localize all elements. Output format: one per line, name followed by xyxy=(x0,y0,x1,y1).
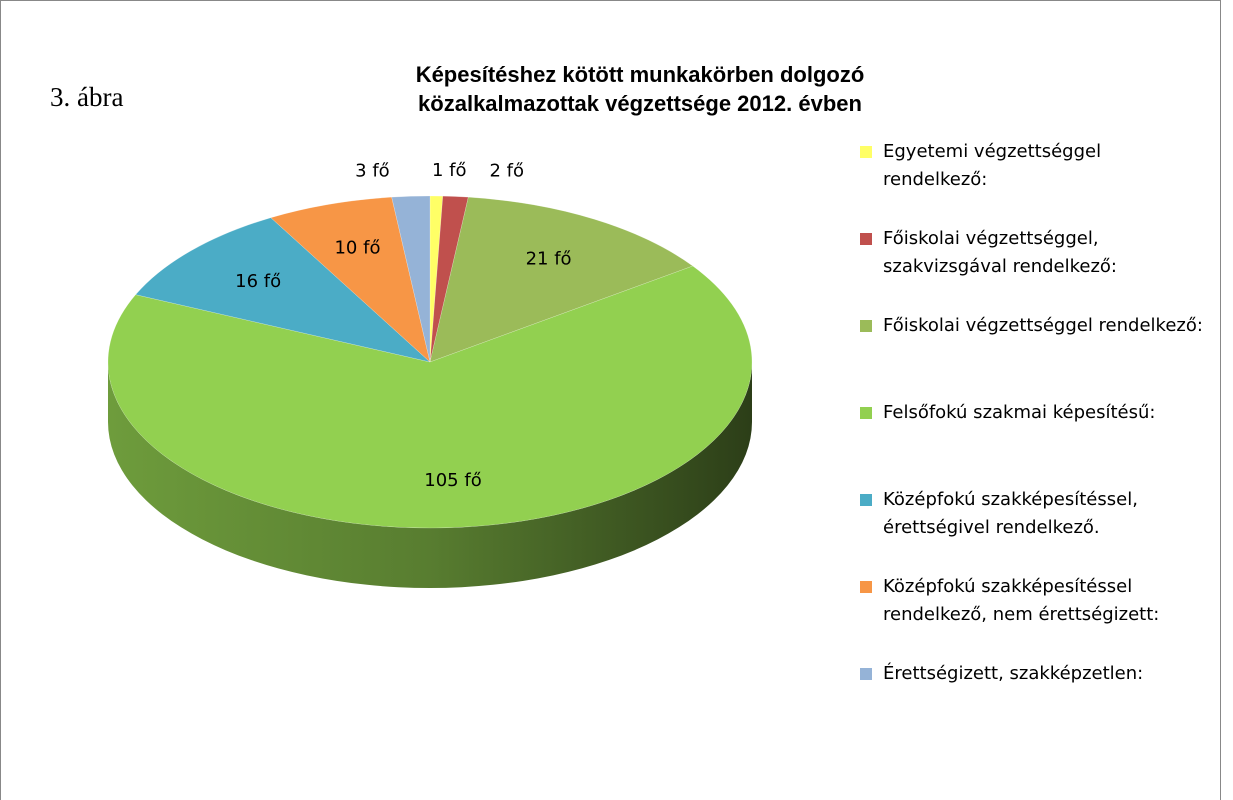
data-label: 21 fő xyxy=(526,248,572,269)
legend-swatch xyxy=(860,233,872,245)
legend-swatch xyxy=(860,668,872,680)
slice xyxy=(270,196,431,363)
data-label: 16 fő xyxy=(235,271,281,292)
legend-item: Főiskolai végzettséggel rendelkező: xyxy=(860,312,1205,399)
data-label: 10 fő xyxy=(334,237,380,258)
legend-item: Középfokú szakképesítéssel, érettségivel… xyxy=(860,486,1205,573)
legend-label: Középfokú szakképesítéssel, érettségivel… xyxy=(883,489,1138,538)
legend-item: Főiskolai végzettséggel, szakvizsgával r… xyxy=(860,225,1205,312)
data-label: 105 fő xyxy=(424,470,481,491)
data-label: 1 fő xyxy=(432,160,467,181)
slice xyxy=(135,217,431,363)
legend-label: Felsőfokú szakmai képesítésű: xyxy=(883,402,1156,423)
legend-item: Felsőfokú szakmai képesítésű: xyxy=(860,399,1205,486)
data-label: 3 fő xyxy=(355,160,390,181)
slice xyxy=(429,195,469,363)
legend-swatch xyxy=(860,494,872,506)
slice xyxy=(107,265,753,529)
slice xyxy=(429,195,444,363)
legend-item: Érettségizett, szakképzetlen: xyxy=(860,660,1205,747)
chart-title: Képesítéshez kötött munkakörben dolgozó … xyxy=(415,62,865,116)
legend-item: Egyetemi végzettséggel rendelkező: xyxy=(860,138,1205,225)
legend-label: Egyetemi végzettséggel rendelkező: xyxy=(883,141,1102,190)
slice-side xyxy=(108,362,752,588)
legend-swatch xyxy=(860,146,872,158)
slice xyxy=(429,196,694,363)
data-label: 2 fő xyxy=(489,161,524,182)
legend-item: Középfokú szakképesítéssel rendelkező, n… xyxy=(860,573,1205,660)
chart: 1 fő 2 fő 21 fő 105 fő 16 fő 10 fő 3 fő xyxy=(107,160,753,588)
legend-label: Főiskolai végzettséggel, szakvizsgával r… xyxy=(883,228,1117,277)
annotation: 3. ábra xyxy=(50,82,124,112)
legend-swatch xyxy=(860,581,872,593)
legend: Egyetemi végzettséggel rendelkező: Főisko… xyxy=(860,138,1205,747)
legend-swatch xyxy=(860,320,872,332)
legend-label: Középfokú szakképesítéssel rendelkező, n… xyxy=(883,576,1160,625)
legend-swatch xyxy=(860,407,872,419)
legend-label: Érettségizett, szakképzetlen: xyxy=(883,663,1144,684)
slice xyxy=(391,195,431,363)
legend-label: Főiskolai végzettséggel rendelkező: xyxy=(883,315,1203,336)
